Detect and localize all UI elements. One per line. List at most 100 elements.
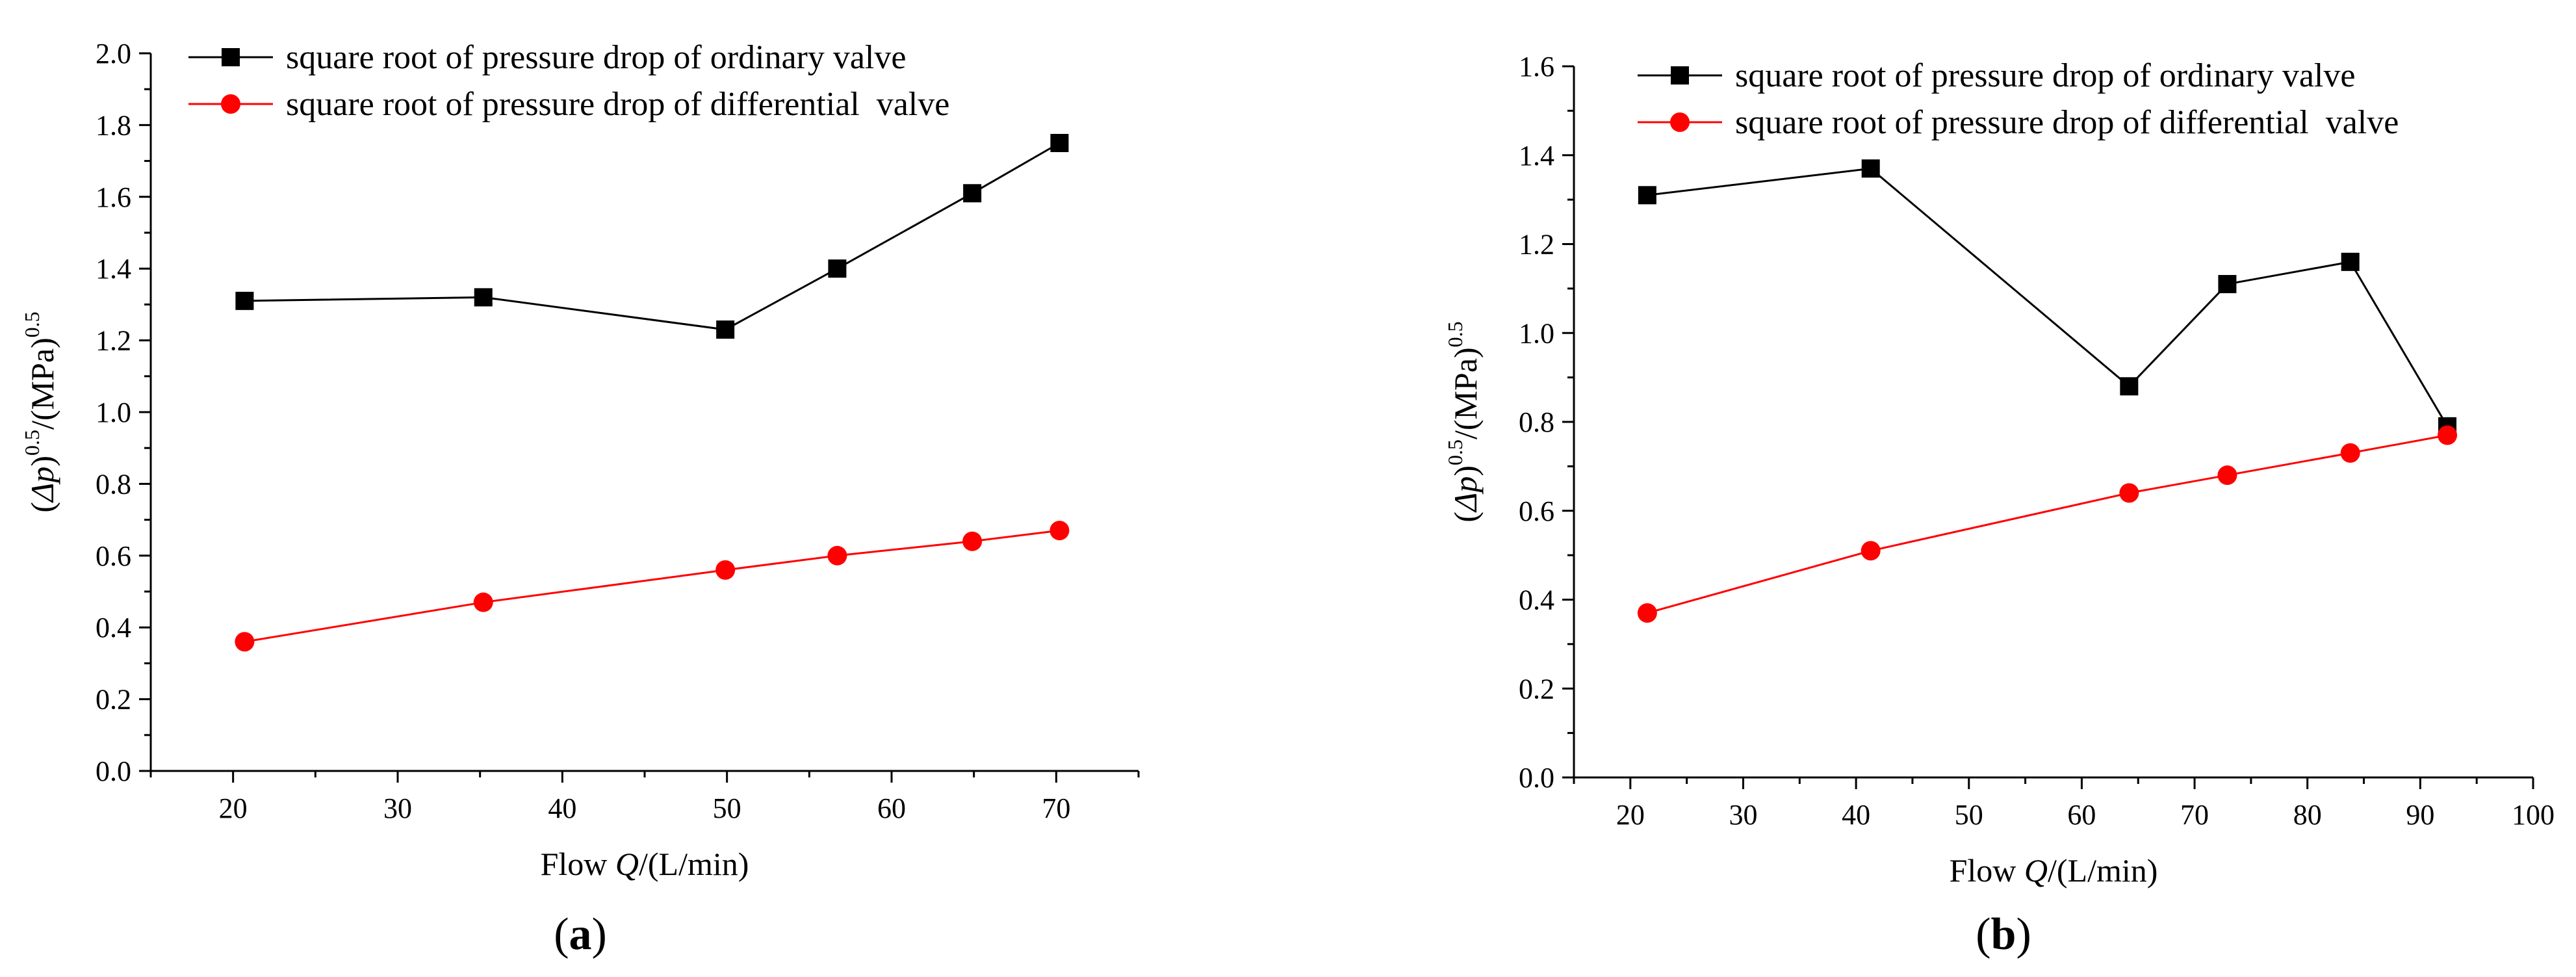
y-label-open: ( — [1447, 512, 1484, 523]
y-tick-label: 0.2 — [96, 684, 131, 716]
x-tick-label: 20 — [1616, 799, 1645, 831]
data-point-square — [2218, 275, 2237, 294]
y-label-exp2: 0.5 — [1443, 321, 1467, 347]
legend-label-0: square root of pressure drop of ordinary… — [286, 39, 906, 76]
data-point-circle — [2119, 483, 2139, 503]
data-point-square — [235, 291, 254, 310]
data-point-square — [474, 288, 493, 307]
legend-marker-circle — [1670, 112, 1690, 132]
data-point-square — [716, 320, 735, 339]
x-axis-label-unit: /(L/min) — [2048, 852, 2157, 889]
x-tick-label: 40 — [1842, 799, 1870, 831]
series-line-1 — [244, 529, 1060, 643]
x-tick-label: 100 — [2512, 799, 2555, 831]
y-label-open: ( — [24, 502, 60, 513]
x-tick-label: 90 — [2406, 799, 2434, 831]
x-tick-label: 20 — [219, 792, 248, 824]
panel-label-close: ) — [592, 909, 607, 959]
y-tick-label: 1.4 — [1519, 140, 1554, 172]
legend-marker-square — [222, 48, 240, 66]
x-axis-label-prefix: Flow — [1950, 852, 2024, 889]
y-tick-label: 0.4 — [96, 612, 131, 644]
x-tick-label: 70 — [2180, 799, 2209, 831]
panel-label: (a) — [554, 909, 607, 959]
x-axis-label-unit: /(L/min) — [639, 846, 749, 882]
data-point-circle — [473, 592, 493, 612]
y-label-close: ) — [1447, 465, 1484, 476]
panel-label-letter: a — [569, 909, 592, 959]
data-point-circle — [1637, 603, 1657, 623]
y-label-unit: /(MPa) — [24, 337, 60, 430]
data-point-circle — [827, 545, 847, 566]
series-line-1 — [1647, 434, 2448, 614]
x-tick-label: 50 — [1955, 799, 1983, 831]
data-point-square — [1861, 159, 1880, 178]
y-tick-label: 1.0 — [1519, 317, 1554, 349]
data-point-square — [2341, 252, 2360, 271]
x-tick-label: 50 — [713, 792, 741, 824]
y-axis-label: (Δp)0.5/(MPa)0.5 — [20, 311, 60, 512]
y-tick-label: 0.8 — [1519, 406, 1554, 438]
data-point-circle — [2217, 465, 2237, 486]
y-label-var: Δp — [24, 467, 60, 503]
x-axis-label-variable: Q — [2024, 852, 2048, 889]
x-tick-label: 30 — [1729, 799, 1757, 831]
y-tick-label: 1.4 — [96, 253, 131, 285]
legend-label-0: square root of pressure drop of ordinary… — [1735, 57, 2355, 94]
y-tick-label: 0.6 — [1519, 495, 1554, 527]
data-point-circle — [2340, 443, 2360, 463]
y-tick-label: 0.2 — [1519, 673, 1554, 705]
panel-label-open: ( — [554, 909, 569, 959]
y-tick-label: 0.8 — [96, 468, 131, 500]
chart-panel-b: 0.0 0.2 0.4 0.6 0.8 1.0 1.2 1.4 1.6 20 30 40 50 60 70 8… — [1443, 51, 2555, 959]
y-tick-label: 2.0 — [96, 38, 131, 70]
panel-label-open: ( — [1976, 909, 1990, 959]
data-point-square — [1638, 186, 1656, 205]
y-tick-label: 0.6 — [96, 540, 131, 572]
legend-label-1: square root of pressure drop of differen… — [286, 86, 949, 123]
data-point-circle — [1861, 541, 1881, 561]
y-label-close: ) — [24, 456, 60, 467]
y-tick-label: 0.0 — [1519, 762, 1554, 794]
series-line-0 — [1647, 167, 2449, 427]
legend-marker-circle — [221, 94, 240, 114]
y-tick-label: 1.0 — [96, 397, 131, 428]
data-point-square — [1050, 134, 1069, 152]
y-label-exp2: 0.5 — [20, 311, 44, 337]
x-tick-label: 60 — [877, 792, 906, 824]
y-label-var: Δp — [1447, 476, 1484, 513]
y-label-exp1: 0.5 — [20, 430, 44, 456]
data-point-circle — [235, 632, 255, 652]
y-tick-label: 1.2 — [96, 325, 131, 357]
data-point-circle — [1050, 521, 1070, 541]
y-tick-label: 1.2 — [1519, 229, 1554, 261]
data-point-square — [828, 259, 847, 278]
panel-label-close: ) — [2016, 909, 2031, 959]
x-tick-label: 30 — [383, 792, 412, 824]
y-tick-label: 1.6 — [96, 181, 131, 213]
x-axis-label-prefix: Flow — [541, 846, 615, 882]
y-label-unit: /(MPa) — [1447, 347, 1484, 439]
x-tick-label: 60 — [2067, 799, 2096, 831]
panel-label: (b) — [1976, 909, 2031, 959]
y-axis-label: (Δp)0.5/(MPa)0.5 — [1443, 321, 1484, 522]
y-tick-label: 0.0 — [96, 755, 131, 787]
data-point-square — [2120, 377, 2139, 396]
y-label-exp1: 0.5 — [1443, 439, 1467, 465]
series-line-0 — [244, 142, 1061, 331]
y-tick-label: 1.8 — [96, 109, 131, 141]
y-tick-label: 0.4 — [1519, 584, 1554, 616]
data-point-circle — [962, 531, 983, 551]
panel-label-letter: b — [1991, 909, 2016, 959]
legend-label-1: square root of pressure drop of differen… — [1735, 104, 2399, 141]
x-tick-label: 40 — [548, 792, 576, 824]
x-axis-label: Flow Q/(L/min) — [541, 846, 749, 882]
data-point-circle — [715, 560, 736, 580]
data-point-square — [963, 184, 982, 203]
x-tick-label: 70 — [1042, 792, 1070, 824]
y-tick-label: 1.6 — [1519, 51, 1554, 83]
data-point-circle — [2438, 425, 2458, 445]
chart-panel-a: 0.0 0.2 0.4 0.6 0.8 1.0 1.2 1.4 1.6 1.8 2.0 20 30 40 5… — [20, 38, 1140, 959]
legend-marker-square — [1671, 66, 1689, 85]
